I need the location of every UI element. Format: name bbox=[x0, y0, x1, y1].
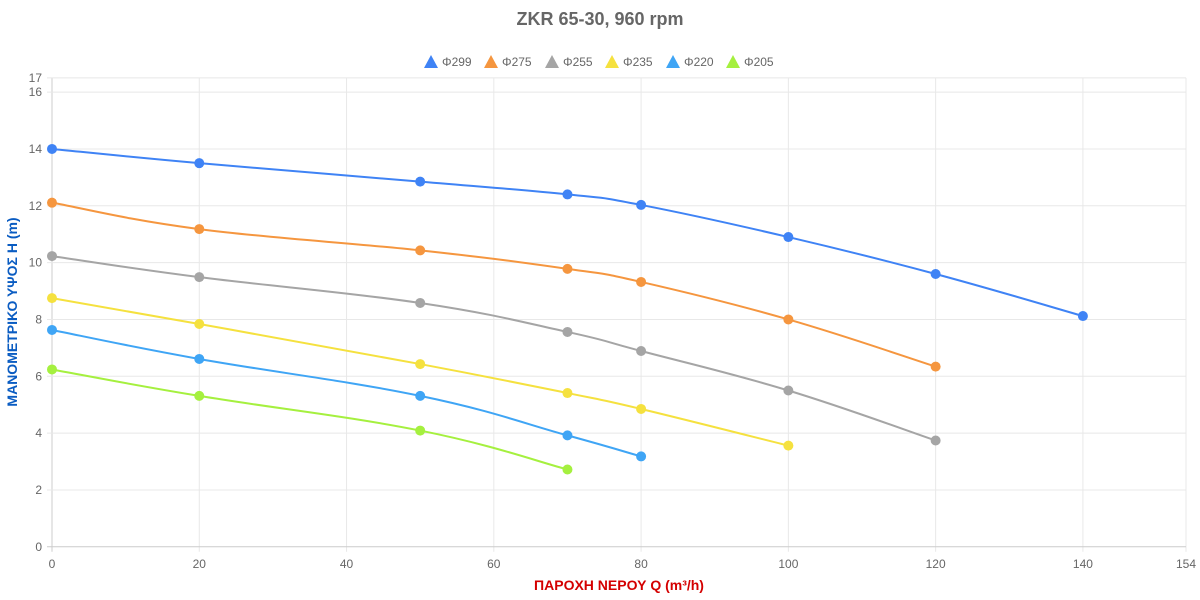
data-point-Φ235 bbox=[636, 403, 647, 414]
data-point-Φ275 bbox=[194, 224, 205, 235]
y-tick-label: 14 bbox=[29, 142, 43, 156]
data-point-Φ205 bbox=[415, 425, 426, 436]
legend-triangle-icon bbox=[484, 55, 498, 68]
x-tick-label: 120 bbox=[926, 557, 946, 571]
y-tick-label: 0 bbox=[35, 540, 42, 554]
x-tick-label: 0 bbox=[49, 557, 56, 571]
data-point-Φ255 bbox=[930, 435, 941, 446]
data-point-Φ220 bbox=[636, 451, 647, 462]
legend: Φ299 Φ275 Φ255 Φ235 Φ220 Φ205 bbox=[424, 55, 774, 69]
data-point-Φ255 bbox=[47, 251, 57, 262]
x-tick-label: 60 bbox=[487, 557, 501, 571]
legend-label: Φ255 bbox=[563, 55, 593, 69]
data-point-Φ299 bbox=[1077, 311, 1088, 322]
data-point-Φ220 bbox=[194, 353, 205, 364]
data-point-Φ235 bbox=[415, 359, 426, 370]
legend-triangle-icon bbox=[424, 55, 438, 68]
legend-triangle-icon bbox=[666, 55, 680, 68]
legend-label: Φ275 bbox=[502, 55, 532, 69]
data-point-Φ255 bbox=[562, 326, 573, 337]
data-point-Φ275 bbox=[47, 197, 57, 208]
data-point-Φ220 bbox=[562, 430, 573, 441]
x-tick-label: 100 bbox=[778, 557, 798, 571]
data-point-Φ299 bbox=[415, 176, 426, 187]
grid bbox=[47, 77, 1187, 552]
data-point-Φ205 bbox=[194, 390, 205, 401]
data-point-Φ220 bbox=[415, 390, 426, 401]
data-point-Φ275 bbox=[562, 263, 573, 274]
x-tick-label: 20 bbox=[193, 557, 207, 571]
data-point-Φ235 bbox=[783, 440, 794, 451]
data-point-Φ299 bbox=[194, 158, 205, 169]
y-tick-label: 6 bbox=[35, 369, 42, 383]
data-point-Φ299 bbox=[636, 199, 647, 210]
data-point-Φ255 bbox=[415, 297, 426, 308]
y-tick-label: 2 bbox=[35, 483, 42, 497]
data-point-Φ275 bbox=[783, 314, 794, 325]
data-point-Φ235 bbox=[562, 388, 573, 399]
legend-triangle-icon bbox=[726, 55, 740, 68]
x-axis-label: ΠΑΡΟΧΗ ΝΕΡΟΥ Q (m³/h) bbox=[534, 577, 704, 593]
data-point-Φ255 bbox=[194, 272, 205, 283]
series-line-Φ299 bbox=[51, 147, 1084, 318]
x-tick-label: 80 bbox=[634, 557, 648, 571]
x-tick-label: 40 bbox=[340, 557, 354, 571]
data-point-Φ275 bbox=[930, 361, 941, 372]
y-tick-label: 16 bbox=[29, 85, 43, 99]
data-point-Φ235 bbox=[194, 319, 205, 330]
series-line-Φ235 bbox=[51, 297, 789, 447]
data-point-Φ255 bbox=[636, 345, 647, 356]
chart-title: ZKR 65-30, 960 rpm bbox=[516, 9, 683, 29]
legend-label: Φ205 bbox=[744, 55, 774, 69]
legend-triangle-icon bbox=[545, 55, 559, 68]
series-group bbox=[47, 143, 1088, 475]
data-point-Φ235 bbox=[47, 293, 57, 304]
data-point-Φ275 bbox=[636, 276, 647, 287]
data-point-Φ299 bbox=[562, 189, 573, 200]
legend-triangle-icon bbox=[605, 55, 619, 68]
y-tick-label: 10 bbox=[29, 256, 43, 270]
y-tick-label: 12 bbox=[29, 199, 43, 213]
series-line-Φ205 bbox=[51, 368, 568, 471]
data-point-Φ275 bbox=[415, 245, 426, 256]
y-tick-label: 4 bbox=[35, 426, 42, 440]
data-point-Φ299 bbox=[47, 143, 57, 154]
legend-label: Φ220 bbox=[684, 55, 714, 69]
data-point-Φ299 bbox=[783, 232, 794, 243]
x-tick-label: 140 bbox=[1073, 557, 1093, 571]
y-axis-label: ΜΑΝΟΜΕΤΡΙΚΟ ΥΨΟΣ H (m) bbox=[4, 217, 20, 406]
data-point-Φ255 bbox=[783, 385, 794, 396]
legend-label: Φ235 bbox=[623, 55, 653, 69]
legend-label: Φ299 bbox=[442, 55, 472, 69]
data-point-Φ205 bbox=[562, 464, 573, 475]
y-tick-label: 8 bbox=[35, 312, 42, 326]
x-tick-label: 154 bbox=[1176, 557, 1196, 571]
y-tick-label: 17 bbox=[29, 71, 43, 85]
data-point-Φ299 bbox=[930, 268, 941, 279]
data-point-Φ220 bbox=[47, 324, 57, 335]
data-point-Φ205 bbox=[47, 364, 57, 375]
